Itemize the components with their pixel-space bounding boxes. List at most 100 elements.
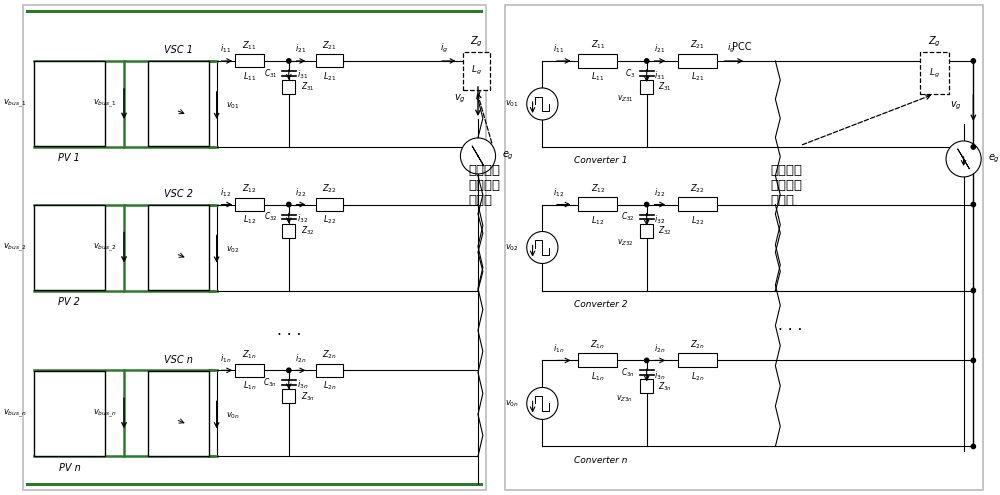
Text: $i_g$: $i_g$ [440, 43, 448, 55]
Text: $i_{11}$: $i_{11}$ [553, 43, 565, 55]
Bar [235, 198, 264, 211]
Text: $C_{32}$: $C_{32}$ [621, 211, 635, 223]
Text: $v_{02}$: $v_{02}$ [505, 242, 519, 253]
Text: $L_{11}$: $L_{11}$ [243, 70, 257, 83]
Bar [640, 80, 653, 94]
Text: $Z_{22}$: $Z_{22}$ [690, 182, 705, 195]
Text: Converter 2: Converter 2 [574, 300, 627, 309]
Text: Converter 1: Converter 1 [574, 156, 627, 165]
Text: $Z_{3n}$: $Z_{3n}$ [301, 390, 314, 402]
Text: 升压变压
器、并网
阻抗等: 升压变压 器、并网 阻抗等 [468, 164, 500, 207]
Circle shape [946, 141, 981, 177]
Text: $v_{Z32}$: $v_{Z32}$ [617, 237, 633, 248]
Text: $v_{Z31}$: $v_{Z31}$ [617, 94, 633, 104]
Polygon shape [43, 226, 96, 267]
Text: $i_{11}$: $i_{11}$ [220, 43, 231, 55]
Circle shape [287, 368, 291, 373]
Circle shape [527, 88, 558, 120]
Text: $i_{12}$: $i_{12}$ [553, 186, 565, 199]
Text: . . .: . . . [277, 323, 301, 338]
Bar [148, 205, 209, 290]
Text: $i_{22}$: $i_{22}$ [654, 186, 665, 199]
Text: $C_{32}$: $C_{32}$ [264, 211, 277, 223]
Text: VSC n: VSC n [164, 355, 193, 365]
Bar [235, 364, 264, 377]
Bar [34, 371, 105, 456]
Text: $i_{2n}$: $i_{2n}$ [654, 342, 665, 355]
Text: PV n: PV n [59, 463, 80, 473]
Polygon shape [43, 82, 96, 123]
Text: $Z_{12}$: $Z_{12}$ [242, 183, 257, 195]
Circle shape [971, 358, 975, 363]
Text: $L_{2n}$: $L_{2n}$ [323, 380, 337, 392]
Text: $L_{22}$: $L_{22}$ [323, 214, 337, 226]
Text: $L_g$: $L_g$ [929, 66, 940, 80]
Text: $Z_{2n}$: $Z_{2n}$ [322, 348, 337, 361]
Text: $v_{bus\_2}$: $v_{bus\_2}$ [3, 241, 27, 254]
Text: $C_{3n}$: $C_{3n}$ [263, 377, 277, 389]
Text: $v_{bus\_n}$: $v_{bus\_n}$ [93, 407, 116, 420]
Bar [316, 54, 343, 67]
Bar [640, 224, 653, 238]
Text: VSC 2: VSC 2 [164, 189, 193, 199]
Text: $L_{21}$: $L_{21}$ [323, 70, 337, 83]
Text: $Z_g$: $Z_g$ [470, 35, 483, 49]
Bar [920, 52, 949, 94]
Text: $v_{01}$: $v_{01}$ [505, 99, 519, 109]
Bar [316, 198, 343, 211]
Circle shape [645, 59, 649, 63]
Text: $L_{1n}$: $L_{1n}$ [243, 380, 257, 392]
Text: Converter n: Converter n [574, 456, 627, 465]
Bar [235, 54, 264, 67]
Text: $i_{1n}$: $i_{1n}$ [553, 342, 565, 355]
Text: $Z_{31}$: $Z_{31}$ [301, 81, 314, 93]
Text: $i_{2n}$: $i_{2n}$ [295, 352, 306, 365]
Bar [640, 380, 653, 394]
Bar [678, 198, 717, 211]
Text: $L_{1n}$: $L_{1n}$ [591, 370, 605, 383]
Text: $Z_{2n}$: $Z_{2n}$ [690, 338, 705, 350]
Circle shape [645, 358, 649, 363]
Text: $i_g$: $i_g$ [727, 43, 736, 55]
Text: $i_{32}$: $i_{32}$ [297, 212, 308, 225]
Polygon shape [43, 392, 96, 433]
Text: PCC: PCC [732, 42, 751, 52]
Bar [148, 61, 209, 147]
Circle shape [645, 202, 649, 207]
Text: $i_{21}$: $i_{21}$ [295, 43, 306, 55]
Text: $i_{31}$: $i_{31}$ [654, 70, 666, 82]
Circle shape [971, 145, 975, 149]
Circle shape [971, 59, 975, 63]
Text: $Z_{1n}$: $Z_{1n}$ [242, 348, 257, 361]
Circle shape [460, 138, 496, 174]
Bar [282, 224, 295, 238]
Bar [678, 54, 717, 68]
Bar [578, 198, 617, 211]
Bar [282, 390, 295, 403]
Bar [316, 364, 343, 377]
Bar [34, 205, 105, 290]
Text: $v_{01}$: $v_{01}$ [226, 100, 240, 111]
Text: $i_{22}$: $i_{22}$ [295, 186, 306, 199]
Text: $v_{bus\_1}$: $v_{bus\_1}$ [3, 98, 27, 110]
Text: $Z_{21}$: $Z_{21}$ [690, 39, 705, 51]
Text: $i_{12}$: $i_{12}$ [220, 186, 231, 199]
Text: $Z_{22}$: $Z_{22}$ [322, 183, 337, 195]
Text: $i_{31}$: $i_{31}$ [297, 69, 308, 81]
Text: $Z_{31}$: $Z_{31}$ [658, 81, 672, 93]
Bar [578, 54, 617, 68]
Text: $Z_{1n}$: $Z_{1n}$ [590, 338, 605, 350]
Text: $Z_{3n}$: $Z_{3n}$ [658, 380, 672, 393]
Text: $Z_{11}$: $Z_{11}$ [242, 39, 257, 51]
Text: $Z_{32}$: $Z_{32}$ [658, 224, 672, 237]
Bar [678, 353, 717, 367]
Circle shape [527, 232, 558, 263]
Text: . . .: . . . [778, 318, 802, 333]
Text: $v_{02}$: $v_{02}$ [226, 244, 240, 255]
Circle shape [971, 288, 975, 293]
Text: $L_{11}$: $L_{11}$ [591, 71, 605, 83]
Bar [148, 371, 209, 456]
Text: $Z_g$: $Z_g$ [928, 35, 941, 49]
Text: $L_{21}$: $L_{21}$ [691, 71, 704, 83]
Text: $L_{12}$: $L_{12}$ [591, 214, 605, 227]
